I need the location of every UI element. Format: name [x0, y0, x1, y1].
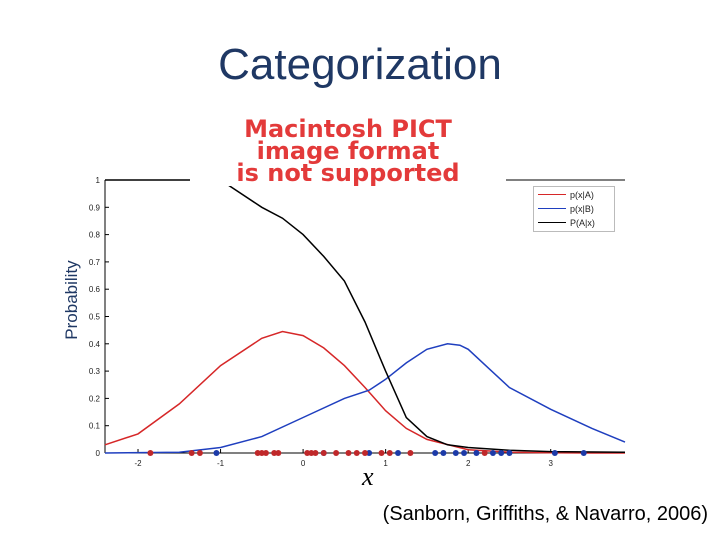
sample-point-b	[489, 450, 496, 456]
x-axis-label: x	[362, 462, 374, 491]
legend-label: p(x|A)	[570, 189, 594, 200]
sample-point-a	[386, 450, 393, 456]
x-tick-label: -1	[217, 459, 225, 468]
sample-point-b	[473, 450, 480, 456]
sample-point-a	[345, 450, 352, 456]
sample-point-a	[481, 450, 488, 456]
x-tick-label: 3	[548, 459, 553, 468]
citation: (Sanborn, Griffiths, & Navarro, 2006)	[382, 503, 708, 525]
sample-point-b	[461, 450, 468, 456]
sample-point-a	[262, 450, 269, 456]
sample-point-a	[312, 450, 319, 456]
pict-notice-line: image format	[256, 137, 440, 165]
x-tick-label: 2	[466, 459, 471, 468]
sample-point-a	[188, 450, 195, 456]
sample-point-a	[304, 450, 311, 456]
legend-swatch	[538, 222, 566, 223]
sample-point-a	[362, 450, 368, 456]
sample-point-a	[147, 450, 154, 456]
sample-point-a	[333, 450, 340, 456]
sample-point-b	[432, 450, 439, 456]
legend-label: p(x|B)	[570, 203, 594, 214]
sample-point-a	[271, 450, 278, 456]
y-tick-label: 0.4	[89, 340, 101, 349]
y-axis-label: Probability	[62, 260, 81, 340]
sample-point-a	[196, 450, 203, 456]
y-tick-label: 0.2	[89, 394, 101, 403]
y-tick-label: 0	[96, 449, 101, 458]
y-tick-label: 0.1	[89, 422, 101, 431]
sample-point-a	[308, 450, 315, 456]
sample-point-b	[395, 450, 402, 456]
sample-point-b	[498, 450, 505, 456]
legend-item: p(x|B)	[534, 202, 614, 215]
chart-legend: p(x|A) p(x|B) P(A|x)	[533, 186, 615, 232]
pict-notice-line: Macintosh PICT	[244, 115, 452, 143]
sample-point-a	[407, 450, 414, 456]
sample-point-b	[551, 450, 558, 456]
series-line-p(x|A)	[104, 330, 625, 454]
sample-point-b	[440, 450, 447, 456]
y-tick-label: 0.6	[89, 285, 101, 294]
y-tick-label: 1	[96, 176, 101, 185]
pict-notice-line: is not supported	[236, 159, 460, 187]
sample-point-b	[366, 450, 373, 456]
legend-item: p(x|A)	[534, 188, 614, 201]
legend-swatch	[538, 194, 566, 195]
sample-point-a	[353, 450, 360, 456]
sample-point-a	[320, 450, 327, 456]
x-tick-label: 0	[301, 459, 306, 468]
sample-point-b	[213, 450, 220, 456]
series-line-P(A|x)	[105, 179, 626, 453]
sample-point-a	[254, 450, 261, 456]
slide-title: Categorization	[218, 40, 502, 89]
sample-point-a	[378, 450, 385, 456]
y-tick-label: 0.5	[89, 313, 101, 322]
sample-point-a	[275, 450, 282, 456]
sample-point-b	[452, 450, 459, 456]
legend-label: P(A|x)	[570, 217, 595, 228]
legend-item: P(A|x)	[534, 216, 614, 229]
sample-point-b	[580, 450, 587, 456]
x-tick-label: 1	[383, 459, 388, 468]
y-tick-label: 0.8	[89, 231, 101, 240]
y-tick-label: 0.3	[89, 367, 101, 376]
sample-point-b	[506, 450, 513, 456]
sample-point-a	[258, 450, 265, 456]
series-line-p(x|B)	[104, 343, 626, 454]
y-tick-label: 0.7	[89, 258, 101, 267]
legend-swatch	[538, 208, 566, 209]
pict-unsupported-notice: Macintosh PICT image format is not suppo…	[190, 115, 506, 187]
y-tick-label: 0.9	[89, 203, 101, 212]
x-tick-label: -2	[134, 459, 142, 468]
